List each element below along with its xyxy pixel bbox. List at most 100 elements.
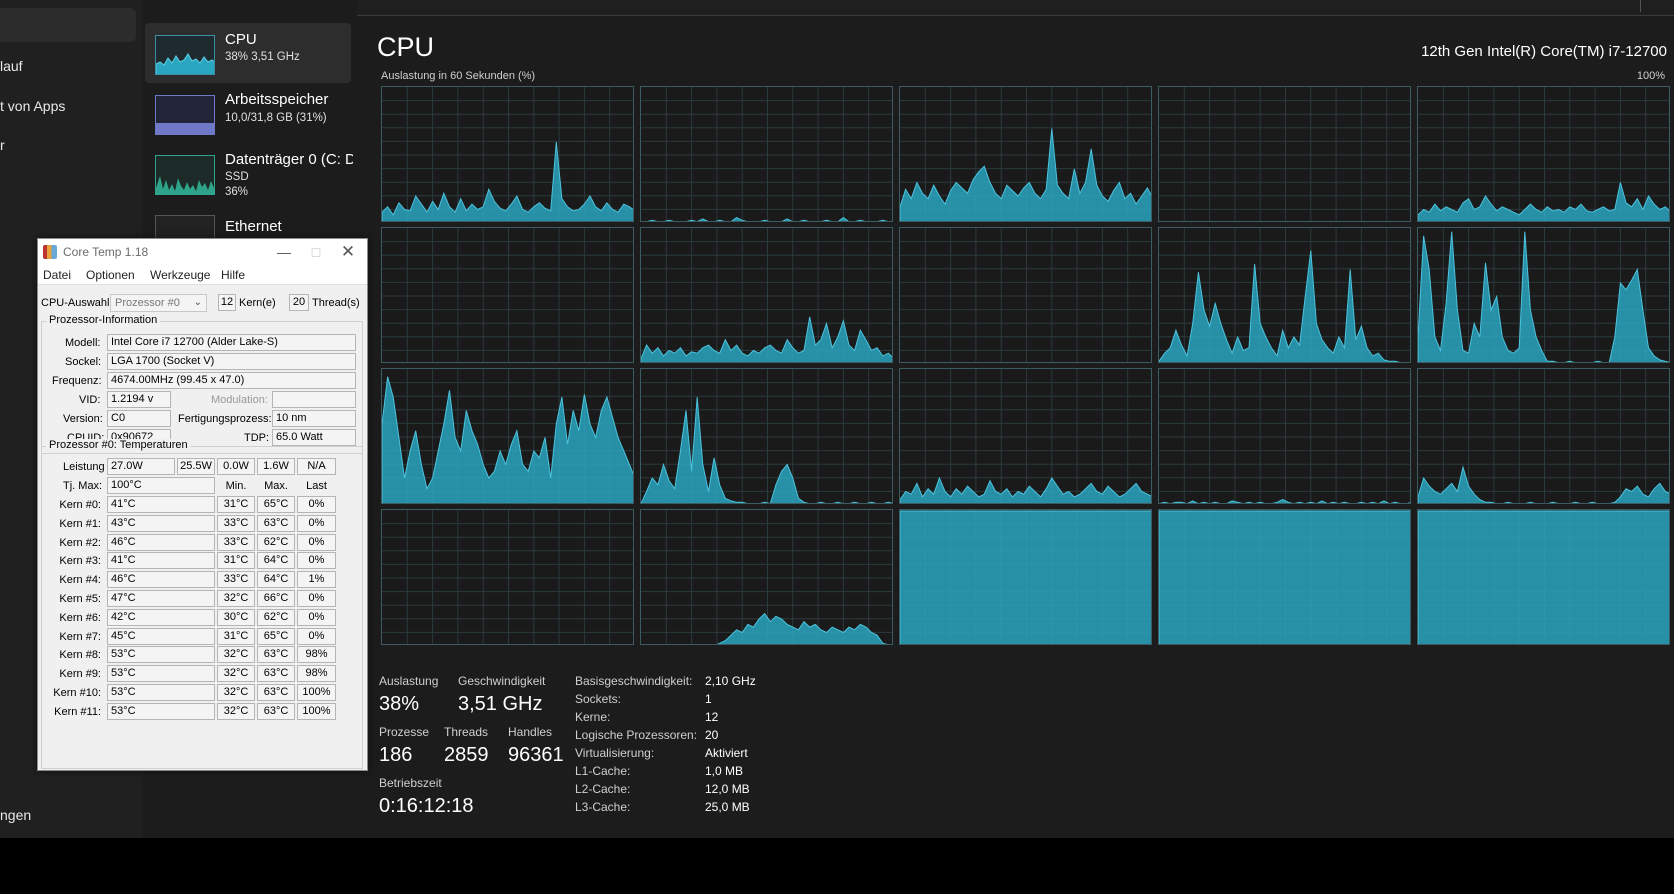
core-label: Kern #10: <box>53 687 101 699</box>
version-label: Version: <box>63 413 103 425</box>
core-load: 98% <box>297 665 336 683</box>
frequency-value: 4674.00MHz (99.45 x 47.0) <box>107 372 356 389</box>
core-min-temperature: 33°C <box>217 571 255 589</box>
logical-processor-graph <box>899 509 1152 645</box>
core-label: Kern #2: <box>59 536 101 549</box>
logical-processor-graph <box>640 368 893 504</box>
spec-key-cores: Kerne: <box>575 710 611 724</box>
spec-value-l3-cache: 25,0 MB <box>705 800 750 814</box>
frequency-label: Frequenz: <box>52 375 102 387</box>
spec-value-l1-cache: 1,0 MB <box>705 764 744 778</box>
core-temperature: 46°C <box>107 571 215 589</box>
core-temperature: 53°C <box>107 646 215 664</box>
menu-optionen[interactable]: Optionen <box>86 268 135 282</box>
menu-datei[interactable]: Datei <box>43 268 72 282</box>
coretemp-title: Core Temp 1.18 <box>63 245 149 259</box>
nav-item-autostart[interactable]: t von Apps <box>0 98 66 114</box>
processor-usage-chart <box>382 228 633 362</box>
power-label: Leistung <box>63 461 105 473</box>
threads-value: 2859 <box>444 744 489 766</box>
close-icon[interactable]: ✕ <box>340 242 356 261</box>
spec-key-virtualization: Virtualisierung: <box>575 746 655 760</box>
core-load: 0% <box>297 514 336 532</box>
logical-processor-graph <box>381 227 634 363</box>
nav-item-selected[interactable] <box>0 8 136 42</box>
perf-item-disk[interactable]: Datenträger 0 (C: D SSD 36% <box>145 143 353 203</box>
core-min-temperature: 32°C <box>217 702 255 720</box>
processor-usage-chart <box>1159 228 1410 362</box>
core-max-temperature: 64°C <box>257 571 295 589</box>
nav-item-verlauf[interactable]: lauf <box>0 58 23 74</box>
core-load: 0% <box>297 552 336 570</box>
temperatures-group <box>41 446 363 769</box>
column-min-header: Min. <box>225 480 247 492</box>
lithography-value: 10 nm <box>272 410 356 427</box>
spec-value-base-speed: 2,10 GHz <box>705 674 756 688</box>
logical-processor-graph <box>1158 368 1411 504</box>
model-label: Modell: <box>65 337 101 349</box>
power-value-gpu: N/A <box>297 458 336 475</box>
cpu-select-dropdown[interactable]: Prozessor #0 ⌄ <box>110 294 207 312</box>
logical-processor-graph <box>899 86 1152 222</box>
processor-usage-chart <box>900 369 1151 503</box>
nav-item-einstellungen[interactable]: ngen <box>0 807 32 823</box>
core-temperature: 41°C <box>107 552 215 570</box>
core-min-temperature: 31°C <box>217 627 255 645</box>
logical-processor-graph <box>640 86 893 222</box>
core-max-temperature: 65°C <box>257 496 295 513</box>
threads-label: Threads <box>444 725 489 739</box>
core-min-temperature: 31°C <box>217 552 255 570</box>
usage-area-series <box>1159 510 1410 644</box>
core-load: 0% <box>297 590 336 607</box>
usage-area-series <box>641 396 892 503</box>
core-max-temperature: 62°C <box>257 608 295 626</box>
spec-key-base-speed: Basisgeschwindigkeit: <box>575 674 693 688</box>
core-temperature: 53°C <box>107 702 215 720</box>
coretemp-titlebar[interactable]: Core Temp 1.18 — □ ✕ <box>38 239 367 265</box>
spec-key-logical-processors: Logische Prozessoren: <box>575 728 698 742</box>
core-label: Kern #11: <box>54 705 101 718</box>
thread-count-field: 20 <box>289 294 309 311</box>
graph-max-label: 100% <box>1636 70 1665 82</box>
usage-area-series <box>900 510 1151 644</box>
modulation-value <box>272 391 356 408</box>
logical-processor-graphs <box>381 86 1670 647</box>
menu-hilfe[interactable]: Hilfe <box>221 268 246 282</box>
core-temperature: 45°C <box>107 627 215 645</box>
processor-usage-chart <box>900 510 1151 644</box>
coretemp-app-icon <box>43 245 57 259</box>
processor-usage-chart <box>1418 369 1669 503</box>
usage-area-series <box>382 141 633 221</box>
perf-item-subtitle: 38% 3,51 GHz <box>225 51 300 63</box>
cpu-model-name: 12th Gen Intel(R) Core(TM) i7-12700 <box>1421 43 1667 60</box>
processor-usage-chart <box>641 228 892 362</box>
version-value: C0 <box>107 410 171 427</box>
perf-item-cpu[interactable]: CPU 38% 3,51 GHz <box>145 23 351 83</box>
utilization-value: 38% <box>379 693 420 715</box>
column-load-header: Last <box>306 480 327 492</box>
minimize-icon[interactable]: — <box>277 244 291 260</box>
power-value-uncore: 0.0W <box>217 458 255 475</box>
menu-werkzeuge[interactable]: Werkzeuge <box>150 268 211 282</box>
logical-processor-graph <box>1158 509 1411 645</box>
column-max-header: Max. <box>264 480 288 492</box>
power-value-dram: 1.6W <box>257 458 295 475</box>
maximize-icon[interactable]: □ <box>311 244 321 260</box>
core-min-temperature: 30°C <box>217 608 255 626</box>
core-min-temperature: 33°C <box>217 533 255 551</box>
usage-area-series <box>1418 231 1669 362</box>
power-value-package: 27.0W <box>107 458 175 475</box>
top-toolbar-strip <box>357 0 1674 16</box>
processor-usage-chart <box>382 87 633 221</box>
handles-value: 96361 <box>508 744 564 766</box>
core-max-temperature: 63°C <box>257 646 295 664</box>
nav-item-benutzer[interactable]: r <box>0 137 5 153</box>
logical-processor-graph <box>1417 368 1670 504</box>
core-temperature: 53°C <box>107 665 215 683</box>
socket-value: LGA 1700 (Socket V) <box>107 353 356 370</box>
logical-processor-graph <box>381 368 634 504</box>
core-temperature: 42°C <box>107 608 215 626</box>
core-temperature: 43°C <box>107 514 215 532</box>
core-min-temperature: 32°C <box>217 665 255 683</box>
perf-item-memory[interactable]: Arbeitsspeicher 10,0/31,8 GB (31%) <box>145 83 351 143</box>
